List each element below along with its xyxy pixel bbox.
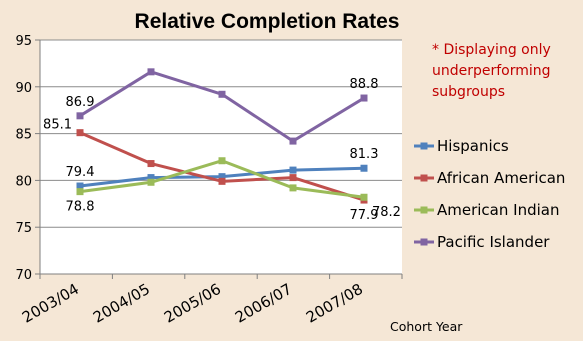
data-point-s2-0 <box>76 188 84 196</box>
data-label-0: 86.9 <box>66 95 95 110</box>
data-label-2: 79.4 <box>66 165 95 180</box>
legend-marker-1 <box>420 174 428 182</box>
data-point-s3-0 <box>76 112 84 120</box>
legend-marker-2 <box>420 206 428 214</box>
data-point-s1-0 <box>76 129 84 137</box>
data-point-s3-3 <box>289 137 297 145</box>
x-axis-label: Cohort Year <box>390 319 463 334</box>
data-label-6: 78.2 <box>372 205 401 220</box>
data-point-s0-0 <box>76 182 84 190</box>
annotation-note: * Displaying only underperforming subgroup… <box>432 42 551 100</box>
axes <box>39 40 402 275</box>
note-line-2: subgroups <box>432 84 505 100</box>
legend-marker-0 <box>420 142 428 150</box>
legend-label-1: African American <box>437 169 565 187</box>
data-label-7: 77.9 <box>350 208 379 223</box>
data-label-4: 88.8 <box>350 77 379 92</box>
data-point-s0-4 <box>360 164 368 172</box>
data-point-s2-2 <box>218 157 226 165</box>
legend-marker-3 <box>420 238 428 246</box>
data-label-1: 85.1 <box>43 118 72 133</box>
note-line-0: * Displaying only <box>432 42 551 58</box>
data-labels: 86.9 85.1 79.4 78.8 88.8 81.3 78.277.9 <box>43 77 401 223</box>
data-point-s2-1 <box>147 178 155 186</box>
data-point-s1-1 <box>147 160 155 168</box>
series-markers <box>76 68 368 204</box>
y-axis-ticks: 70 75 80 85 90 95 <box>15 34 40 283</box>
data-point-s0-1 <box>147 174 155 182</box>
data-label-5: 81.3 <box>350 147 379 162</box>
legend: Hispanics African American American Indian… <box>414 137 565 251</box>
data-point-s3-2 <box>218 90 226 98</box>
plot-area <box>40 40 402 274</box>
data-point-s2-4 <box>360 193 368 201</box>
y-tick-label-95: 95 <box>15 34 32 49</box>
chart-title: Relative Completion Rates <box>135 10 400 33</box>
y-tick-label-70: 70 <box>15 268 32 283</box>
data-point-s1-3 <box>289 174 297 182</box>
y-tick-label-80: 80 <box>15 174 32 189</box>
data-point-s3-4 <box>360 94 368 102</box>
y-tick-label-75: 75 <box>15 221 32 236</box>
legend-label-0: Hispanics <box>437 137 509 155</box>
data-label-3: 78.8 <box>66 200 95 215</box>
note-line-1: underperforming <box>432 63 551 79</box>
data-point-s0-2 <box>218 173 226 181</box>
y-tick-label-85: 85 <box>15 128 32 143</box>
data-point-s3-1 <box>147 68 155 76</box>
data-point-s1-2 <box>218 177 226 185</box>
data-point-s0-3 <box>289 166 297 174</box>
y-tick-label-90: 90 <box>15 81 32 96</box>
data-point-s2-3 <box>289 184 297 192</box>
legend-label-2: American Indian <box>437 201 559 219</box>
legend-label-3: Pacific Islander <box>437 233 550 251</box>
